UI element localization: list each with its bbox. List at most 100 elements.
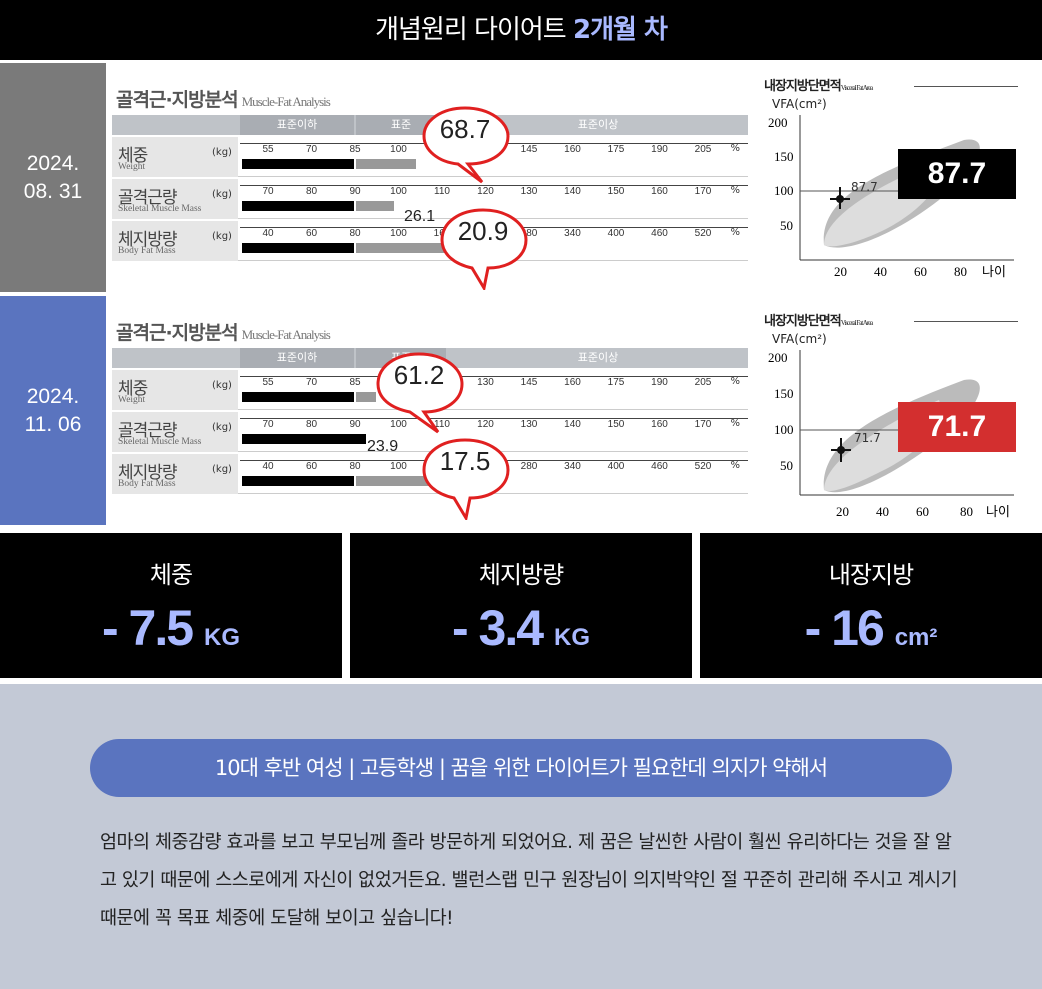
tick-label: 80: [305, 186, 318, 197]
tick-label: 340: [564, 228, 581, 239]
muscle-row: 골격근량 Skeletal Muscle Mass (kg) 70 80 90 100 11…: [112, 179, 748, 219]
svg-text:50: 50: [780, 458, 793, 473]
tick-label: 130: [520, 186, 538, 197]
tick-label: 85: [349, 377, 361, 388]
tick-label: 70: [262, 186, 274, 197]
svg-text:60: 60: [914, 264, 927, 279]
tick-label: 140: [564, 186, 581, 197]
stat-weight: 체중 - 7.5 KG: [0, 533, 342, 678]
tick-label: 40: [262, 461, 274, 472]
svg-text:나이: 나이: [982, 265, 1006, 280]
tick-label: 80: [349, 228, 361, 239]
date-2-day: 11. 06: [24, 412, 82, 436]
stat-value: - 3.4 KG: [452, 600, 590, 656]
muscle-value-2: 23.9: [367, 438, 399, 455]
tick-label: 85: [349, 144, 361, 155]
tick-label: 400: [607, 228, 625, 239]
fat-bubble-2: 17.5: [420, 436, 510, 520]
stat-fat: 체지방량 - 3.4 KG: [350, 533, 692, 678]
page-header: 개념원리 다이어트 2개월 차: [0, 0, 1042, 60]
date-1-day: 08. 31: [23, 179, 83, 203]
tick-label: 110: [434, 419, 450, 430]
header-highlight: 2개월 차: [572, 15, 668, 45]
svg-text:87.7: 87.7: [851, 180, 878, 194]
stat-label: 체지방량: [478, 561, 564, 589]
svg-text:80: 80: [960, 504, 973, 519]
tick-label: 55: [262, 377, 274, 388]
vfa-chart-2: 내장지방단면적Visceral Fat Area VFA(cm²) 71.7 2…: [764, 310, 1034, 530]
tick-label: 100: [390, 186, 407, 197]
tick-label: 100: [390, 228, 407, 239]
tick-label: 80: [305, 419, 318, 430]
svg-text:50: 50: [780, 218, 793, 233]
tick-label: 160: [651, 186, 668, 197]
svg-text:200: 200: [768, 350, 788, 365]
tick-label: 170: [694, 186, 712, 197]
tick-label: 80: [349, 461, 361, 472]
header-high: 표준이상: [448, 348, 748, 368]
tick-label: 160: [564, 377, 581, 388]
vfa-ylabel: VFA(cm²): [772, 97, 827, 111]
tick-label: 70: [262, 419, 274, 430]
tick-label: 100: [390, 419, 407, 430]
vfa-chart-1: 내장지방단면적Visceral Fat Area VFA(cm²) 87.7 2…: [764, 75, 1034, 295]
tick-label: 160: [651, 419, 668, 430]
tick-label: 145: [520, 144, 538, 155]
tick-label: 70: [305, 144, 318, 155]
tick-label: 60: [305, 461, 318, 472]
muscle-value-1: 26.1: [404, 208, 436, 225]
tick-label: 120: [477, 186, 494, 197]
vfa-value-box-2: 71.7: [898, 402, 1016, 452]
mfa-title: 골격근·지방분석 Muscle-Fat Analysis: [116, 89, 331, 111]
svg-text:80: 80: [954, 264, 967, 279]
stat-visceral: 내장지방 - 16 cm²: [700, 533, 1042, 678]
tick-label: 340: [564, 461, 581, 472]
svg-text:200: 200: [768, 115, 788, 130]
tick-label: 400: [607, 461, 625, 472]
header-low: 표준이하: [240, 348, 354, 368]
svg-text:100: 100: [774, 422, 794, 437]
tick-label: 190: [651, 144, 668, 155]
date-1: 2024. 08. 31: [0, 63, 106, 292]
tick-label: 520: [694, 228, 712, 239]
weight-bubble-1: 68.7: [420, 104, 510, 184]
tick-label: 170: [694, 419, 712, 430]
weight-bubble-2: 61.2: [374, 350, 464, 434]
tick-label: 140: [564, 419, 581, 430]
tick-label: 90: [349, 419, 361, 430]
profile-pill: 10대 후반 여성 | 고등학생 | 꿈을 위한 다이어트가 필요한데 의지가 …: [90, 739, 952, 797]
stat-label: 체중: [149, 561, 193, 589]
stat-value: - 7.5 KG: [102, 600, 240, 656]
testimonial-text: 엄마의 체중감량 효과를 보고 부모님께 졸라 방문하게 되었어요. 제 꿈은 …: [100, 832, 958, 929]
svg-text:20: 20: [834, 264, 847, 279]
tick-label: 130: [520, 419, 538, 430]
mfa-title: 골격근·지방분석 Muscle-Fat Analysis: [116, 322, 331, 344]
header-title: 개념원리 다이어트: [375, 15, 567, 45]
svg-text:100: 100: [774, 183, 794, 198]
svg-text:71.7: 71.7: [854, 431, 881, 445]
stat-value: - 16 cm²: [804, 600, 938, 656]
tick-label: 175: [607, 144, 625, 155]
tick-label: 175: [607, 377, 625, 388]
tick-label: 520: [694, 461, 712, 472]
date-1-year: 2024.: [26, 151, 80, 175]
tick-label: 130: [477, 377, 494, 388]
tick-label: 280: [520, 461, 538, 472]
tick-label: 150: [607, 186, 625, 197]
testimonial-section: 10대 후반 여성 | 고등학생 | 꿈을 위한 다이어트가 필요한데 의지가 …: [0, 684, 1042, 989]
tick-label: 150: [607, 419, 625, 430]
tick-label: 120: [477, 419, 494, 430]
vfa-title: 내장지방단면적Visceral Fat Area: [764, 79, 873, 94]
tick-label: 190: [651, 377, 668, 388]
header-low: 표준이하: [240, 115, 354, 135]
vfa-value-box-1: 87.7: [898, 149, 1016, 199]
tick-label: 55: [262, 144, 274, 155]
tick-label: 60: [305, 228, 318, 239]
tick-label: 460: [651, 228, 668, 239]
svg-text:150: 150: [774, 149, 794, 164]
tick-label: 70: [305, 377, 318, 388]
tick-label: 145: [520, 377, 538, 388]
tick-label: 460: [651, 461, 668, 472]
tick-label: 100: [390, 461, 407, 472]
